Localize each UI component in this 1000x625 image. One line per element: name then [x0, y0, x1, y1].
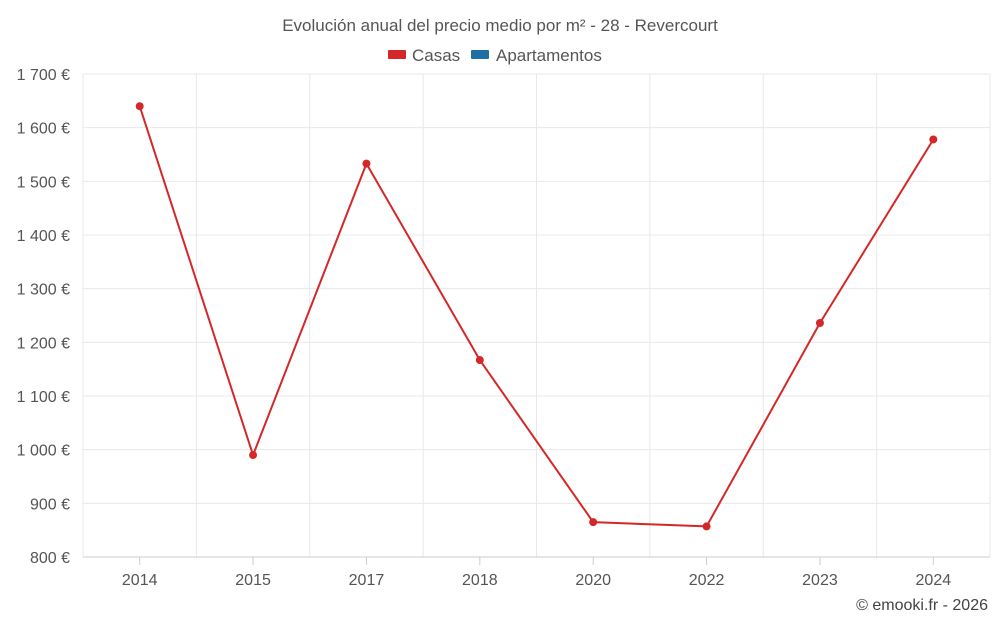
data-point[interactable]	[135, 102, 144, 111]
legend-swatch-casas	[388, 50, 406, 59]
y-tick-label: 1 300 €	[17, 282, 70, 299]
data-point[interactable]	[475, 356, 484, 365]
y-tick-label: 1 600 €	[17, 121, 70, 138]
series-casas	[135, 102, 938, 531]
grid	[82, 73, 991, 557]
axes	[83, 556, 990, 565]
y-tick-label: 1 700 €	[17, 67, 70, 84]
x-tick-label: 2023	[802, 572, 838, 589]
x-tick-label: 2018	[462, 572, 498, 589]
data-point[interactable]	[362, 159, 371, 168]
data-point[interactable]	[815, 319, 824, 328]
chart-title: Evolución anual del precio medio por m² …	[282, 16, 718, 35]
data-point[interactable]	[589, 518, 598, 527]
y-tick-label: 1 100 €	[17, 389, 70, 406]
y-tick-label: 1 200 €	[17, 335, 70, 352]
legend-swatch-apartamentos	[471, 50, 489, 59]
legend-label-casas[interactable]: Casas	[412, 46, 460, 65]
x-tick-label: 2017	[349, 572, 385, 589]
legend: Casas Apartamentos	[388, 46, 602, 65]
series-line	[138, 105, 935, 528]
x-tick-label: 2022	[689, 572, 725, 589]
legend-label-apartamentos[interactable]: Apartamentos	[496, 46, 602, 65]
data-point[interactable]	[702, 522, 711, 531]
data-point[interactable]	[929, 135, 938, 144]
y-tick-label: 1 500 €	[17, 174, 70, 191]
x-tick-label: 2020	[575, 572, 611, 589]
y-tick-label: 800 €	[30, 550, 70, 567]
x-tick-label: 2024	[916, 572, 952, 589]
y-tick-label: 1 400 €	[17, 228, 70, 245]
x-tick-label: 2014	[122, 572, 158, 589]
credit-text: © emooki.fr - 2026	[856, 597, 988, 614]
data-point[interactable]	[249, 451, 258, 460]
x-tick-label: 2015	[235, 572, 271, 589]
tick-labels: 800 € 900 € 1 000 € 1 100 € 1 200 € 1 300 € 1 …	[17, 67, 952, 589]
y-tick-label: 1 000 €	[17, 443, 70, 460]
y-tick-label: 900 €	[30, 496, 70, 513]
